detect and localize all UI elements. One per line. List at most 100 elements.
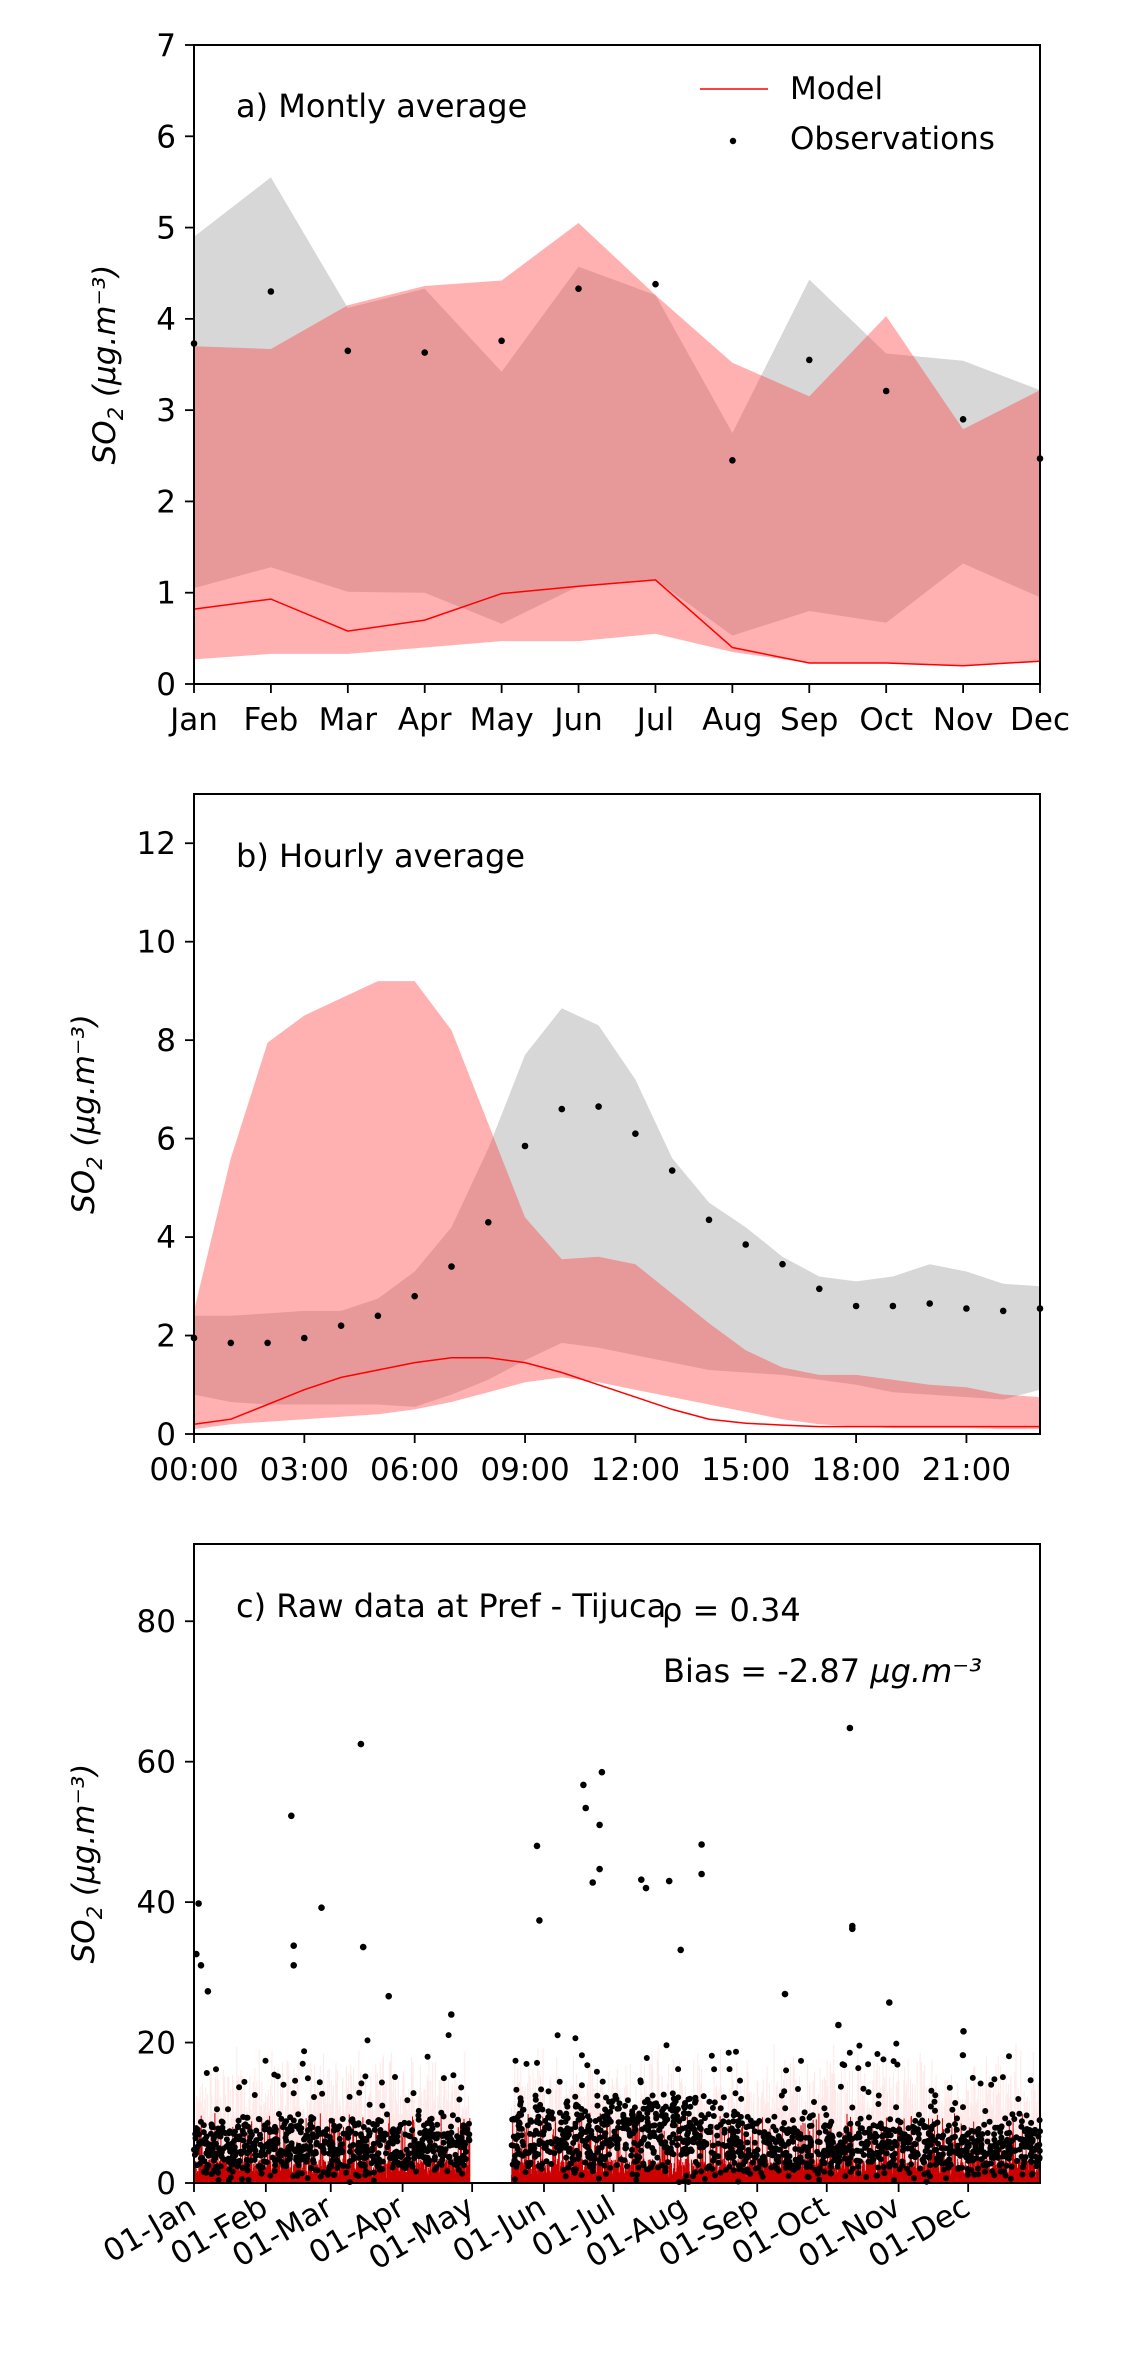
observation-point [211,2151,218,2158]
observation-point [847,2142,854,2149]
observation-point [640,2160,647,2167]
observation-point [410,2090,417,2097]
observation-point [466,2120,472,2127]
y-tick-label: 1 [156,576,176,612]
observation-point [670,2118,677,2125]
observation-point [582,1804,589,1812]
observation-point [781,2120,788,2126]
observation-point [360,2154,367,2161]
observation-point [910,2129,917,2136]
observation-point [672,2098,679,2105]
observation-point [375,2150,382,2157]
observation-point [855,2147,861,2154]
observation-point [301,2143,307,2150]
observation-point [404,2097,411,2104]
observation-point [239,2127,246,2134]
observation-point [740,2167,747,2174]
observation-point [1008,2163,1015,2170]
observation-point [789,2117,796,2124]
observation-point [395,2161,402,2168]
observation-point [822,2128,829,2135]
x-tick-label: Aug [702,702,763,738]
observation-point [586,2117,593,2124]
observation-point [345,2134,352,2141]
observation-point [1028,2144,1035,2151]
y-tick-label: 6 [156,1122,176,1158]
observation-point [236,2084,243,2091]
observation-point [880,2056,887,2063]
panel-c-raw-data: 02040608001-Jan01-Feb01-Mar01-Apr01-May0… [66,1543,1043,2277]
observation-point [963,1305,970,1312]
observation-point [939,2134,946,2141]
observation-point [607,2108,614,2115]
observation-point [446,2139,453,2146]
observation-point [715,2159,722,2166]
observation-point [705,1216,713,1224]
observation-point [286,2155,293,2162]
observation-point [1005,2120,1012,2127]
observation-point [411,2155,418,2162]
y-tick-label: 20 [137,2026,176,2062]
observation-point [312,2150,319,2157]
observation-point [294,2172,301,2179]
observation-point [603,2170,609,2177]
y-tick-label: 12 [137,826,176,862]
observation-point [545,2088,552,2095]
observation-point [557,2143,564,2150]
observation-point [267,288,275,295]
observation-point [963,2148,970,2155]
observation-point [311,2094,317,2100]
observation-point [310,2159,317,2166]
observation-point [798,2057,804,2064]
observation-point [974,2127,981,2134]
observation-point [696,2132,703,2139]
observation-point [434,2121,441,2128]
observation-point [908,2161,915,2168]
observation-point [1019,2164,1026,2171]
observation-point [744,2153,751,2160]
observation-point [893,2141,900,2148]
observation-point [437,2160,444,2167]
observation-point [241,2078,248,2085]
observation-point [292,2077,299,2084]
model-range-band [194,223,1040,666]
observation-point [431,2156,438,2163]
observation-point [194,2143,201,2150]
observation-point [608,2103,615,2110]
observation-point [448,2011,455,2018]
observation-point [1000,2153,1007,2160]
observation-point [258,2170,265,2177]
observation-point [536,1917,543,1924]
observation-point [801,2109,808,2116]
observation-point [680,2139,687,2145]
observation-point [883,2150,890,2157]
observation-point [244,2162,251,2169]
observation-point [253,2152,260,2159]
observation-point [899,2147,906,2154]
observation-point [701,2175,708,2182]
observation-point [705,2111,712,2118]
observation-point [369,2153,376,2160]
observation-point [867,2134,874,2141]
observation-point [904,2165,911,2172]
observation-point [385,1992,393,2000]
observation-point [779,1260,786,1268]
observation-point [1034,2155,1041,2162]
observation-point [616,2100,623,2107]
observation-point [931,2098,938,2105]
observation-point [355,2154,362,2161]
observation-point [816,2129,823,2136]
observation-point [498,337,505,345]
observation-point [374,1312,382,1320]
x-tick-label: 09:00 [480,1452,569,1488]
observation-point [1003,2162,1010,2169]
observation-point [512,2057,519,2064]
observation-point [968,2155,975,2162]
observation-point [365,2127,372,2134]
observation-point [326,2164,333,2171]
observation-point [996,2162,1003,2169]
observation-point [1002,2172,1009,2179]
observation-point [358,2080,365,2087]
observation-point [759,2154,766,2161]
